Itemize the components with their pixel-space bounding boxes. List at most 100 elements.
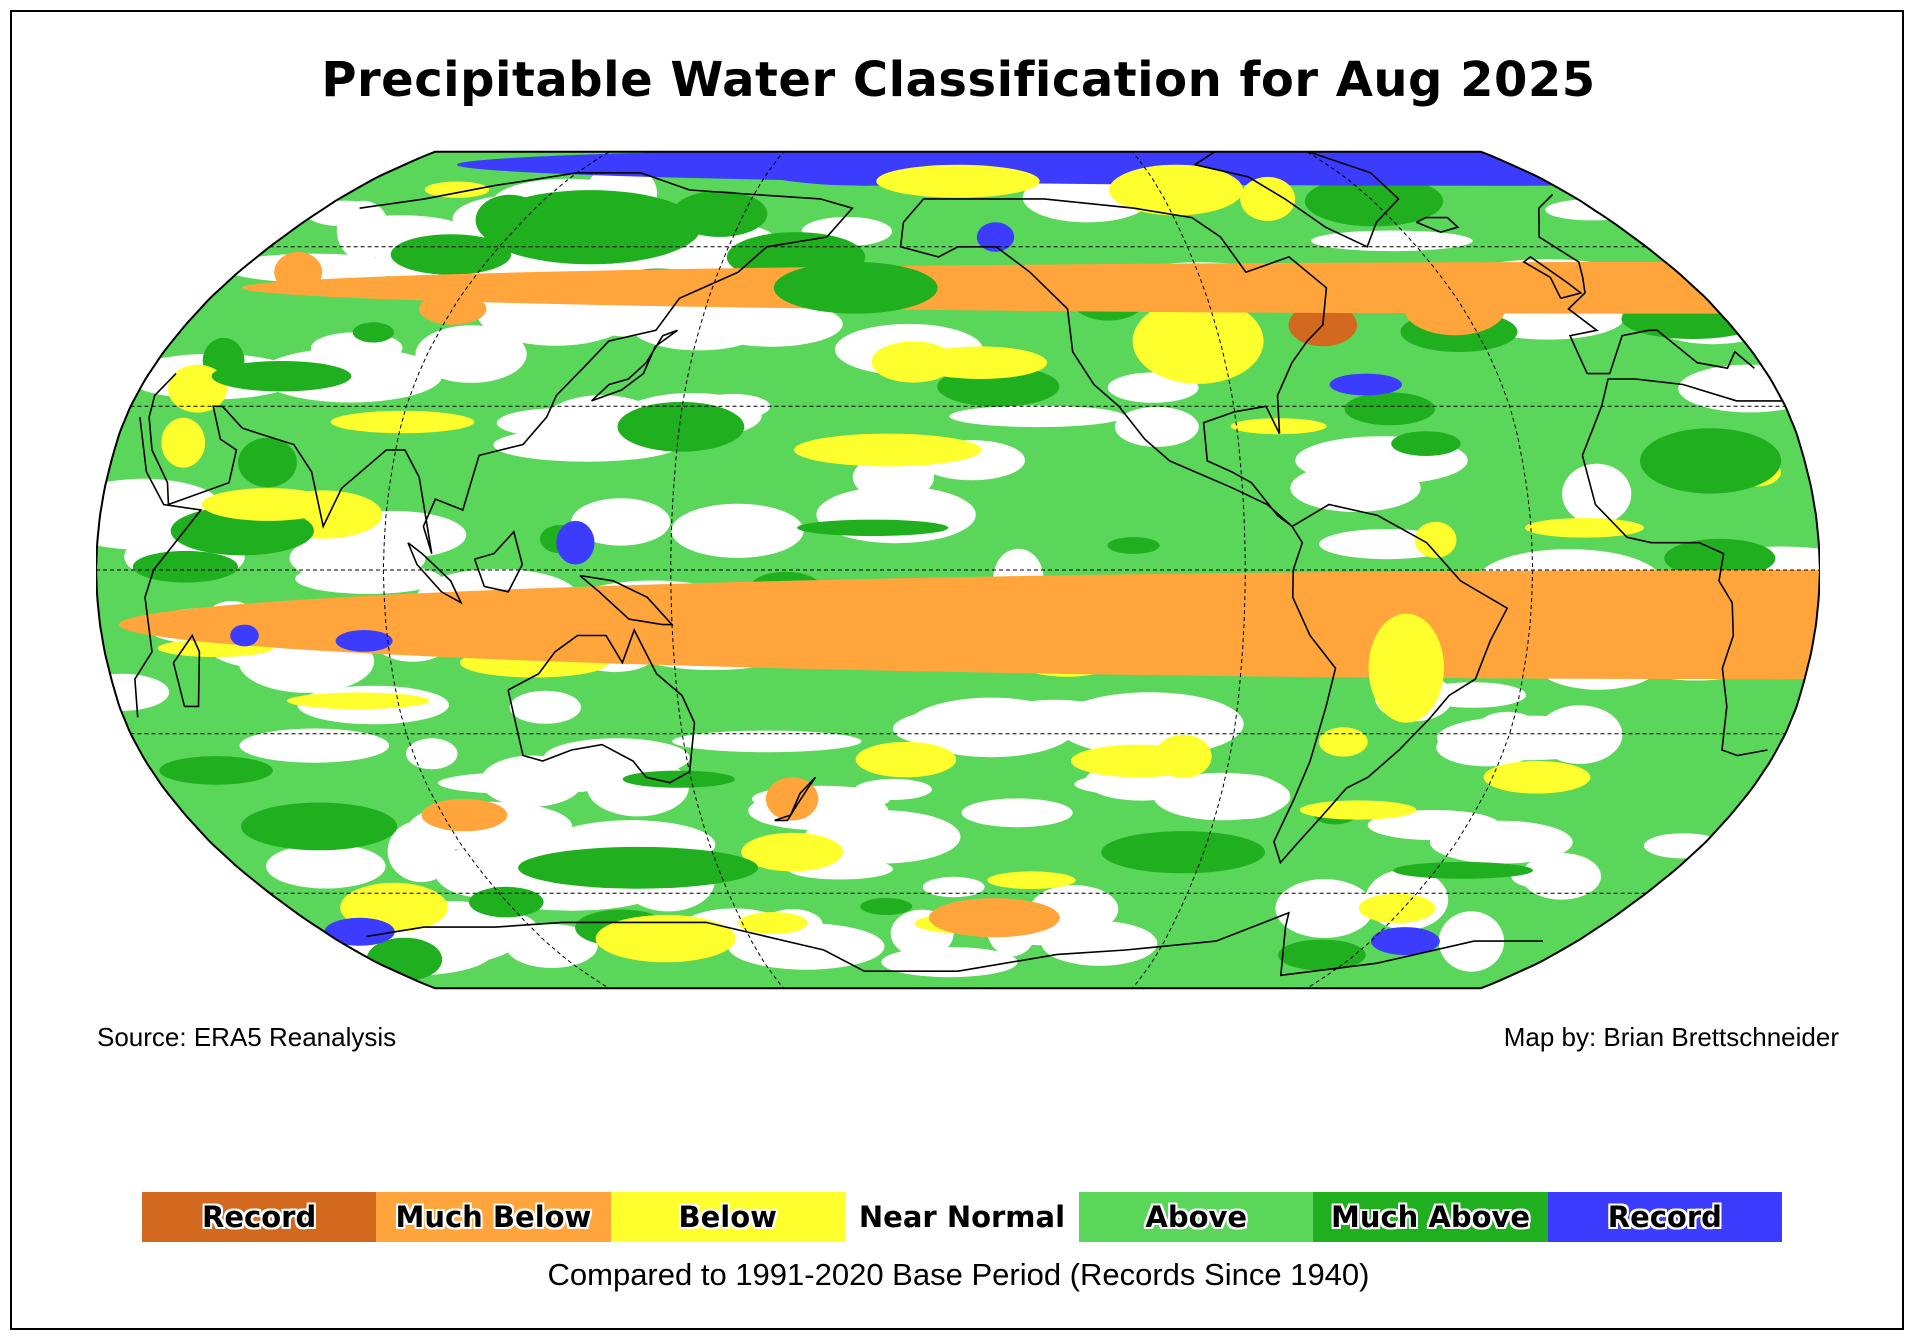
south-indian-ocean-much-below [421, 798, 508, 832]
anomaly-patch [855, 741, 957, 778]
central-pacific-below [794, 433, 982, 467]
anomaly-patch [469, 886, 544, 918]
north-pacific-much-above [773, 262, 938, 314]
near-normal-patch [415, 325, 527, 383]
near-normal-patch [1436, 727, 1538, 767]
antarctica-coast-outline [366, 911, 1543, 977]
near-normal-patch [1275, 879, 1374, 938]
near-normal-patch [1311, 230, 1473, 252]
near-normal-patch [961, 798, 1073, 828]
europe-much-below [241, 262, 1820, 314]
alaska-record-high [976, 222, 1015, 252]
north-pacific-below [876, 164, 1040, 198]
madagascar-outline [172, 633, 201, 708]
legend-item-much-below-1: Much Below [376, 1192, 611, 1242]
continent-outlines [134, 151, 1783, 977]
near-normal-patch [1114, 406, 1199, 447]
north-america-outline [899, 198, 1328, 528]
graticule [96, 151, 1820, 989]
iceland-outline [1416, 216, 1460, 233]
near-normal-patch [949, 405, 1125, 428]
anomaly-patch [1391, 431, 1461, 456]
equatorial-pacific-much-below [761, 580, 915, 614]
anomaly-patch [860, 898, 913, 915]
greenland-arctic-below [1240, 176, 1296, 221]
anomaly-patch [1304, 176, 1444, 227]
sumatra-outline [407, 542, 463, 605]
globe-outline [96, 150, 1820, 990]
near-normal-patch [1420, 682, 1527, 708]
near-normal-patch [922, 876, 985, 898]
near-normal-patch [266, 843, 386, 889]
near-normal-patch [1678, 364, 1820, 413]
anomaly-patch [797, 519, 949, 536]
credit-label: Map by: Brian Brettschneider [1503, 1022, 1839, 1052]
anomaly-patch [1393, 862, 1533, 879]
anomaly-patch [622, 770, 735, 788]
new-zealand-outline [774, 776, 817, 822]
anomaly-patch [238, 437, 297, 488]
anomaly-patch [308, 805, 349, 824]
anomaly-patch [738, 912, 808, 935]
anomaly-patch [1358, 893, 1436, 923]
map-title: Precipitable Water Classification for Au… [321, 52, 1596, 108]
legend-item-record-6: Record [1547, 1192, 1782, 1242]
anomaly-patch [132, 550, 238, 583]
anomaly-patch [352, 322, 394, 343]
near-normal-patch [1537, 705, 1623, 764]
legend-item-below-2: Below [610, 1192, 845, 1242]
anomaly-patch [390, 234, 512, 275]
color-legend: Record Much Below Below Near Normal Above Muc… [142, 1192, 1782, 1242]
near-normal-patch [1482, 711, 1533, 733]
anomaly-patch [987, 871, 1076, 889]
south-pacific-below [1070, 744, 1207, 778]
anomaly-patch [1414, 521, 1457, 558]
west-siberia-much-below [274, 251, 323, 293]
anomaly-patch [287, 692, 430, 710]
near-normal-patch [239, 728, 390, 763]
meridian-line [1130, 151, 1246, 989]
south-pacific-much-above [1101, 831, 1265, 874]
anomaly-patch [1318, 727, 1368, 757]
anomaly-patch [1278, 939, 1366, 971]
south-atlantic-below [1483, 761, 1591, 794]
near-normal-patch [571, 498, 671, 546]
source-label: Source: ERA5 Reanalysis [97, 1022, 397, 1052]
arabian-sea-below [201, 488, 335, 521]
meridian-line [382, 151, 613, 989]
anomaly-patch [595, 914, 736, 963]
near-normal-patch [881, 947, 1018, 978]
west-pacific-record-high [556, 520, 595, 565]
antarctic-record-high-west [324, 917, 395, 946]
uk-outline [1522, 255, 1583, 300]
meridian-line [670, 151, 786, 989]
southern-africa-much-below [119, 570, 1820, 680]
indian-ocean-record-high-east [335, 630, 393, 652]
south-pacific-much-below [928, 898, 1060, 938]
anomaly-patch [1524, 518, 1644, 538]
anomaly-patch [161, 417, 206, 468]
near-normal-patch [509, 690, 581, 724]
new-guinea-outline [579, 574, 674, 626]
anomaly-patch [1344, 392, 1436, 426]
anomaly-patch [211, 361, 352, 392]
near-normal-patch [892, 709, 1029, 748]
anomaly-patch [617, 401, 745, 452]
greenland-outline [1194, 151, 1400, 248]
near-normal-patch [671, 503, 804, 558]
anomaly-patch [1664, 538, 1776, 578]
south-america-outline [1273, 503, 1509, 865]
us-plains-below [1132, 298, 1264, 384]
mongolia-much-below [419, 293, 487, 325]
canadian-arctic-below [1108, 164, 1244, 216]
near-normal-patch [406, 738, 458, 770]
near-normal-patch [804, 810, 961, 864]
antarctic-record-high-east [1371, 927, 1440, 956]
anomaly-patch [424, 181, 490, 198]
peru-much-below [1290, 630, 1338, 663]
anomaly-patch [741, 832, 844, 872]
legend-item-above-4: Above [1079, 1192, 1314, 1242]
siberia-much-above [480, 190, 701, 265]
legend-item-near-normal-3: Near Normal [844, 1192, 1080, 1242]
north-pacific-east-below [913, 346, 1048, 379]
